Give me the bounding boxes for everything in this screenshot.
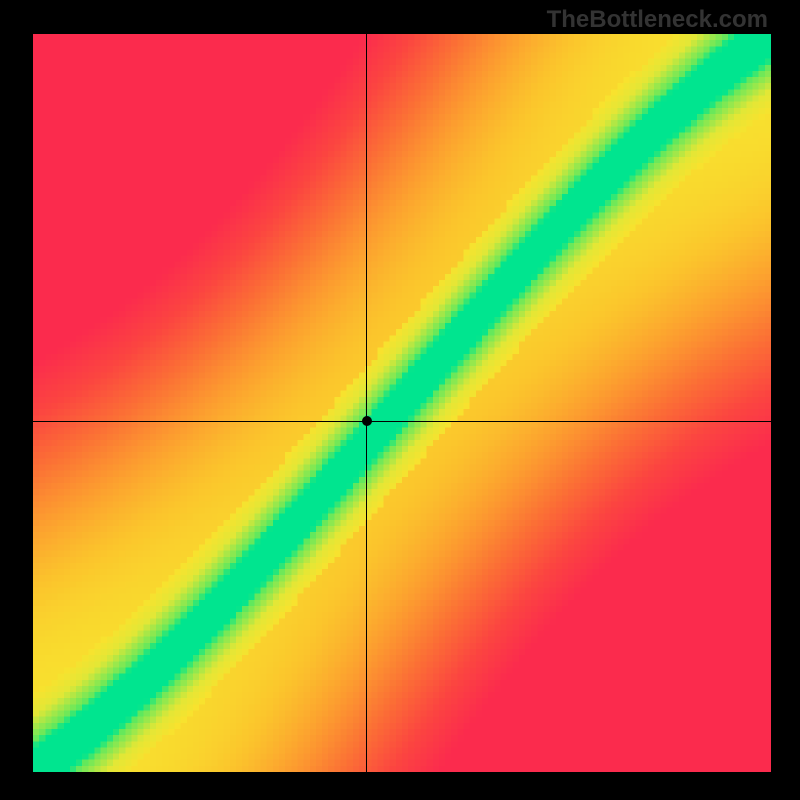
crosshair-horizontal (33, 421, 771, 422)
crosshair-marker (362, 416, 372, 426)
plot-area (33, 34, 771, 772)
crosshair-vertical (366, 34, 367, 772)
watermark-text: TheBottleneck.com (547, 6, 768, 34)
outer-frame: { "image": { "width": 800, "height": 800… (0, 0, 800, 800)
heatmap-canvas (33, 34, 771, 772)
